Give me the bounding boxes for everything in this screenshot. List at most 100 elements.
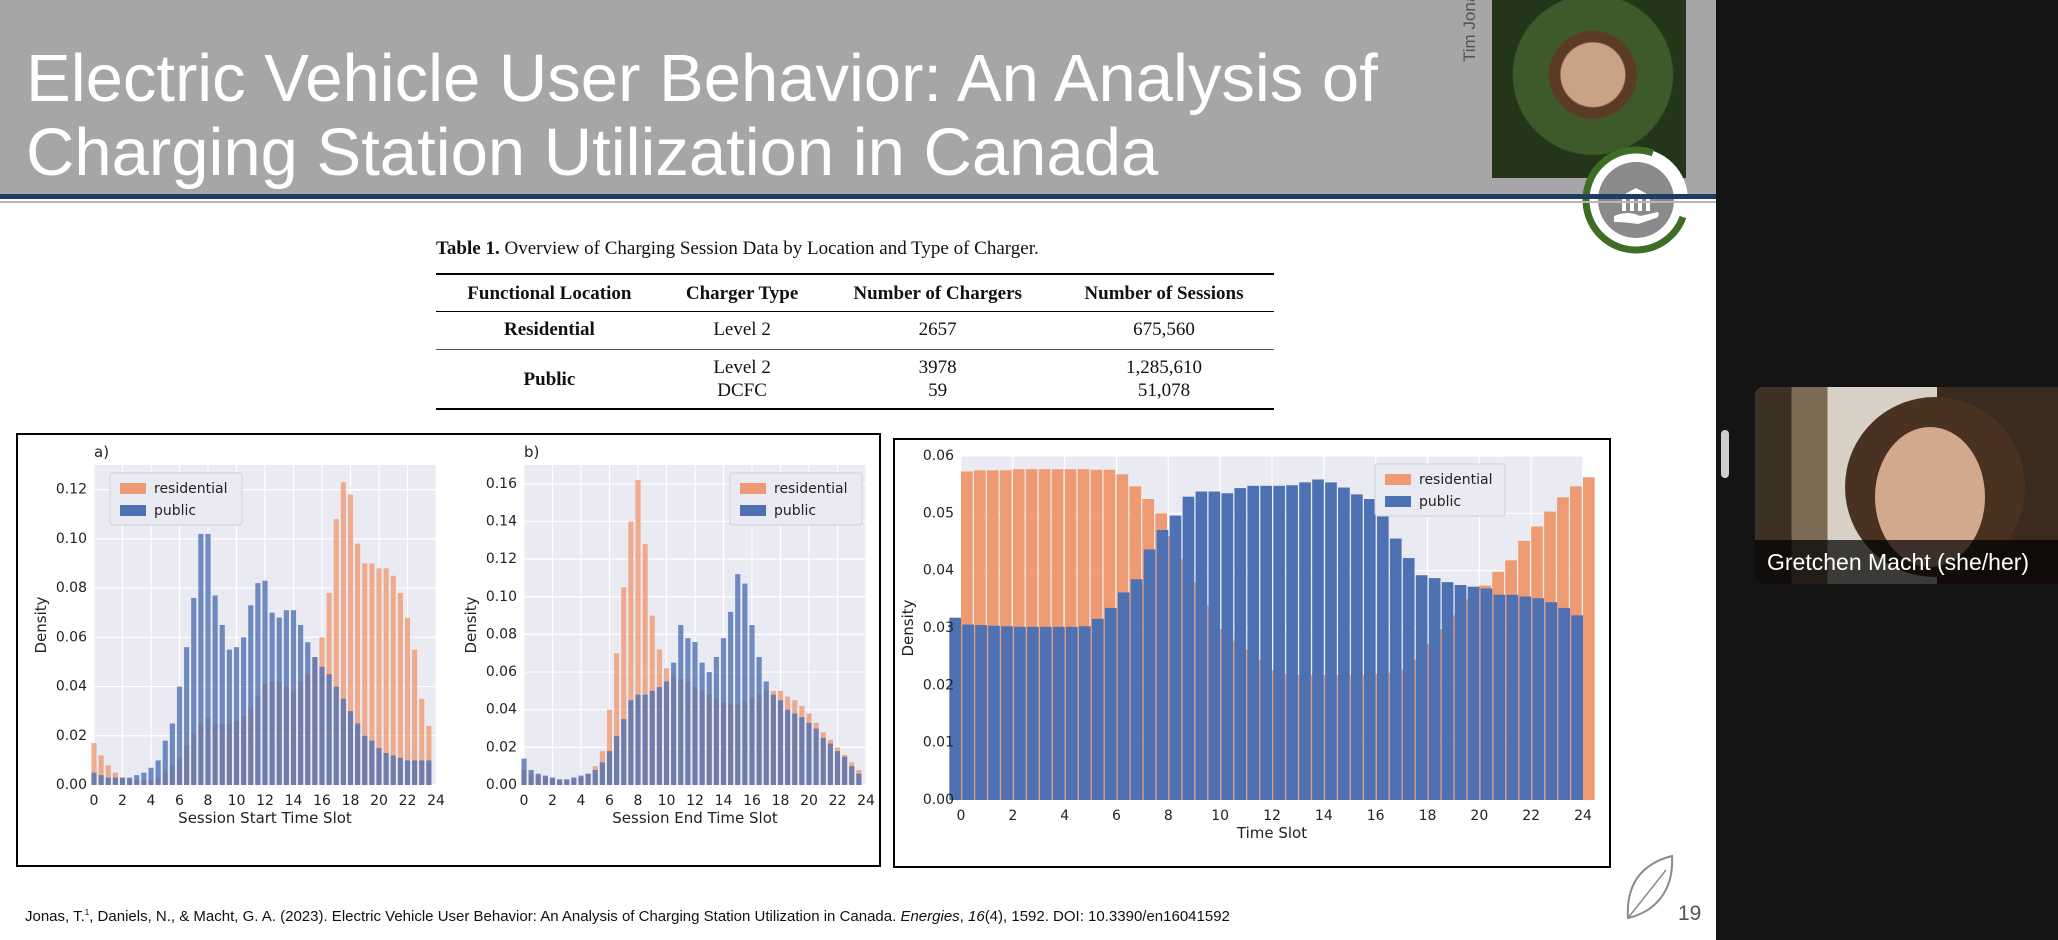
bar-residential bbox=[383, 568, 389, 785]
charts-ab-frame: 0.00 0.02 0.04 0.06 0.08 0.10 0.12 0 2 4 6 8 10 12 14 1… bbox=[16, 433, 881, 867]
bar-public bbox=[592, 769, 598, 785]
bar-public bbox=[127, 777, 133, 785]
bar-public bbox=[642, 694, 648, 785]
x-tick-label: 10 bbox=[228, 793, 246, 809]
y-axis-label: Density bbox=[899, 599, 917, 656]
bar-public bbox=[1117, 592, 1130, 800]
bar-public bbox=[1014, 626, 1026, 800]
bar-residential bbox=[404, 617, 411, 785]
bar-public bbox=[404, 760, 411, 785]
x-tick-label: 10 bbox=[1211, 808, 1229, 824]
bar-public bbox=[699, 662, 705, 785]
bar-public bbox=[1325, 482, 1337, 800]
chargers-cell: 3978 59 bbox=[821, 349, 1054, 410]
bar-public bbox=[397, 757, 403, 785]
bar-residential bbox=[376, 568, 382, 785]
bar-public bbox=[663, 681, 670, 785]
university-logo-icon bbox=[1582, 146, 1690, 254]
bar-public bbox=[390, 755, 396, 785]
bar-public bbox=[1389, 538, 1402, 800]
bar-public bbox=[728, 611, 734, 785]
bar-public bbox=[383, 753, 389, 785]
x-tick-label: 18 bbox=[1419, 808, 1437, 824]
sessions-cell: 1,285,610 51,078 bbox=[1053, 349, 1274, 410]
legend-label: residential bbox=[774, 481, 847, 497]
x-tick-label: 20 bbox=[800, 793, 818, 809]
bar-public bbox=[777, 700, 784, 785]
bar-public bbox=[212, 595, 218, 785]
bar-public bbox=[148, 767, 154, 785]
legend-swatch bbox=[740, 505, 766, 516]
bar-public bbox=[849, 766, 855, 785]
bar-public bbox=[191, 597, 197, 785]
bar-public bbox=[312, 657, 318, 785]
bar-public bbox=[369, 740, 375, 785]
bar-public bbox=[1571, 615, 1583, 800]
bar-public bbox=[269, 612, 275, 785]
y-tick-label: 0.00 bbox=[923, 792, 954, 808]
bar-public bbox=[962, 624, 974, 800]
bar-public bbox=[521, 758, 527, 785]
x-tick-label: 2 bbox=[548, 793, 557, 809]
bar-public bbox=[1182, 496, 1195, 800]
legend-swatch bbox=[120, 483, 146, 494]
bar-public bbox=[834, 751, 841, 785]
bar-residential bbox=[419, 698, 425, 785]
x-tick-label: 18 bbox=[342, 793, 360, 809]
slide: Electric Vehicle User Behavior: An Analy… bbox=[0, 0, 1716, 940]
x-tick-label: 20 bbox=[370, 793, 388, 809]
bar-public bbox=[649, 690, 655, 785]
bar-public bbox=[355, 723, 361, 785]
bar-public bbox=[988, 625, 1000, 800]
x-tick-label: 6 bbox=[175, 793, 184, 809]
bar-public bbox=[333, 686, 339, 785]
citation-authors: Jonas, T. bbox=[25, 908, 85, 925]
citation-text: , Daniels, N., & Macht, G. A. (2023). El… bbox=[89, 908, 901, 925]
bar-public bbox=[169, 723, 175, 785]
bar-public bbox=[1221, 493, 1234, 800]
page-number: 19 bbox=[1678, 902, 1702, 925]
table-caption-text: Overview of Charging Session Data by Loc… bbox=[504, 238, 1039, 259]
panel-label: b) bbox=[524, 443, 539, 461]
header-rule bbox=[0, 194, 1716, 199]
bar-residential bbox=[340, 482, 346, 785]
bar-public bbox=[1001, 626, 1013, 800]
chart-c: 0.000.010.020.030.040.050.060 2 4 6 8 10 12 14 1… bbox=[899, 448, 1595, 842]
bar-public bbox=[542, 775, 548, 785]
bar-public bbox=[1299, 482, 1311, 800]
bar-public bbox=[599, 762, 605, 785]
citation-journal: Energies bbox=[900, 908, 960, 925]
bar-public bbox=[1195, 491, 1208, 800]
y-axis-label: Density bbox=[462, 596, 480, 653]
y-tick-label: 0.06 bbox=[486, 664, 517, 680]
y-tick-label: 0.00 bbox=[56, 777, 87, 793]
x-tick-label: 4 bbox=[147, 793, 156, 809]
bar-public bbox=[241, 637, 247, 785]
bar-public bbox=[412, 760, 418, 785]
x-tick-label: 22 bbox=[829, 793, 847, 809]
bar-public bbox=[1519, 596, 1532, 800]
bar-public bbox=[376, 748, 382, 785]
bar-residential bbox=[333, 519, 339, 785]
x-tick-label: 20 bbox=[1470, 808, 1488, 824]
bar-public bbox=[1545, 602, 1558, 800]
bar-public bbox=[1130, 579, 1143, 800]
sessions-cell: 675,560 bbox=[1053, 311, 1274, 350]
legend-label: public bbox=[1419, 494, 1461, 510]
bar-public bbox=[535, 773, 541, 785]
y-tick-label: 0.06 bbox=[923, 448, 954, 464]
panel-resize-handle[interactable] bbox=[1721, 430, 1729, 478]
bar-public bbox=[557, 779, 563, 785]
table-caption-label: Table 1. bbox=[436, 238, 500, 259]
bar-public bbox=[1156, 529, 1169, 800]
bar-public bbox=[419, 760, 425, 785]
y-axis-label: Density bbox=[32, 596, 50, 653]
x-tick-label: 16 bbox=[1367, 808, 1385, 824]
bar-public bbox=[340, 698, 346, 785]
bar-public bbox=[1027, 626, 1039, 800]
participant-video-tile[interactable]: Gretchen Macht (she/her) bbox=[1755, 387, 2058, 584]
bar-public bbox=[806, 722, 812, 785]
bar-public bbox=[635, 694, 641, 785]
bar-public bbox=[1143, 549, 1156, 800]
bar-public bbox=[298, 625, 304, 785]
